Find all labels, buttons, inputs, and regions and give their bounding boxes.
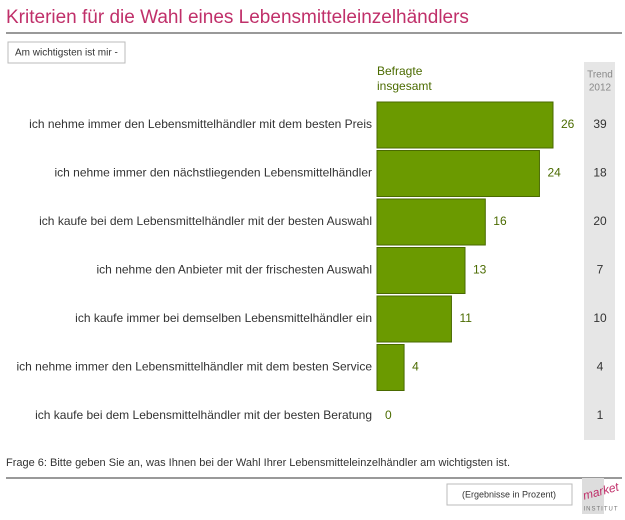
value-label: 26 [561,117,575,131]
bar [376,344,405,391]
subtitle: Am wichtigsten ist mir - [15,48,118,59]
chart-title: Kriterien für die Wahl eines Lebensmitte… [6,7,469,28]
trend-value: 20 [593,214,607,228]
trend-column [584,62,615,440]
category-label: ich nehme immer den Lebensmittelhändler … [16,360,372,374]
trend-value: 10 [593,311,607,325]
category-label: ich nehme immer den Lebensmittelhändler … [29,117,372,131]
bar [376,198,486,246]
trend-value: 1 [597,408,604,422]
category-label: ich nehme immer den nächstliegenden Lebe… [54,166,372,180]
category-label: ich nehme den Anbieter mit der frischest… [97,263,372,277]
bar [376,295,452,343]
note: (Ergebnisse in Prozent) [462,489,556,499]
footnote: Frage 6: Bitte geben Sie an, was Ihnen b… [6,457,510,469]
category-label: ich kaufe bei dem Lebensmittelhändler mi… [35,408,372,422]
trend-value: 18 [593,166,607,180]
trend-value: 7 [597,263,604,277]
series-label: insgesamt [377,79,432,93]
series-label: Befragte [377,64,423,78]
logo-shape [582,478,604,514]
value-label: 4 [412,360,419,374]
note-box [446,483,573,506]
bar [376,150,540,197]
logo-subtext: INSTITUT [584,507,619,513]
trend-value: 39 [593,117,607,131]
category-label: ich kaufe bei dem Lebensmittelhändler mi… [39,214,372,228]
bar [376,101,554,149]
subtitle-box [7,41,126,64]
value-label: 24 [547,166,561,180]
trend-label: 2012 [589,83,612,94]
bar [376,247,466,294]
trend-value: 4 [597,360,604,374]
category-label: ich kaufe immer bei demselben Lebensmitt… [75,311,372,325]
value-label: 11 [459,311,472,325]
value-label: 13 [473,263,487,277]
trend-label: Trend [587,70,613,81]
value-label: 16 [493,214,507,228]
value-label: 0 [385,408,392,422]
